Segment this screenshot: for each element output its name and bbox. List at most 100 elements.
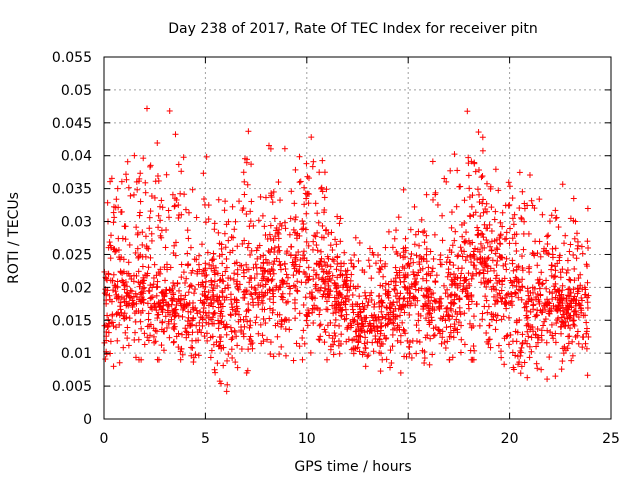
data-point [584,238,591,245]
data-point [524,285,531,292]
data-point [204,294,211,301]
data-point [571,293,578,300]
data-point [513,231,520,238]
data-point [247,322,254,329]
data-point [117,303,124,310]
data-point [139,285,146,292]
data-point [248,161,255,168]
data-point [264,276,271,283]
data-point [368,275,375,282]
data-point [400,186,407,193]
data-point [423,191,430,198]
data-point [163,226,170,233]
data-point [573,255,580,262]
data-point [458,265,465,272]
data-point [109,312,116,319]
data-point [260,283,267,290]
data-point [509,260,516,267]
data-point [243,369,250,376]
data-point [423,277,430,284]
data-point [519,283,526,290]
data-point [538,327,545,334]
data-point [166,334,173,341]
data-point [243,211,250,218]
data-point [296,153,303,160]
data-point [208,277,215,284]
data-point [365,257,372,264]
data-point [412,286,419,293]
data-point [145,316,152,323]
data-point [552,207,559,214]
data-point [465,160,472,167]
data-point [566,248,573,255]
data-point [368,289,375,296]
data-point [509,195,516,202]
data-point [423,302,430,309]
data-point [267,339,274,346]
data-point [177,356,184,363]
data-point [305,200,312,207]
data-point [373,323,380,330]
data-point [585,244,592,251]
data-point [515,294,522,301]
data-point [355,339,362,346]
data-point [584,294,591,301]
data-point [481,280,488,287]
data-point [185,331,192,338]
data-point [210,341,217,348]
data-point [257,253,264,260]
data-point [376,316,383,323]
data-point [573,230,580,237]
data-point [211,278,218,285]
data-point [361,329,368,336]
data-point [253,247,260,254]
data-point [465,172,472,179]
data-point [324,306,331,313]
data-point [288,243,295,250]
data-point [316,287,323,294]
data-point [396,269,403,276]
data-point [235,286,242,293]
data-point [222,268,229,275]
data-point [255,217,262,224]
data-point [356,239,363,246]
data-point [376,292,383,299]
data-point [205,289,212,296]
x-tick-labels: 0 5 10 15 20 25 [100,431,620,447]
data-point [498,354,505,361]
data-point [131,152,138,159]
data-point [296,232,303,239]
data-point [203,330,210,337]
data-point [571,296,578,303]
data-point [445,266,452,273]
data-point [584,304,591,311]
data-point [155,311,162,318]
data-point [141,330,148,337]
data-point [480,196,487,203]
data-point [324,253,331,260]
data-point [124,158,131,165]
data-point [463,276,470,283]
data-point [215,229,222,236]
data-point [469,271,476,278]
data-point [416,339,423,346]
data-point [299,255,306,262]
data-point [525,230,532,237]
data-point [252,290,259,297]
data-point [139,307,146,314]
data-point [444,254,451,261]
data-point [229,247,236,254]
data-point [548,272,555,279]
data-point [308,134,315,141]
data-point [336,322,343,329]
data-point [345,296,352,303]
data-point [277,197,284,204]
data-point [397,369,404,376]
data-point [513,248,520,255]
data-point [519,188,526,195]
data-point [354,320,361,327]
data-point [172,131,179,138]
data-point [447,323,454,330]
data-point [240,330,247,337]
data-point [200,309,207,316]
